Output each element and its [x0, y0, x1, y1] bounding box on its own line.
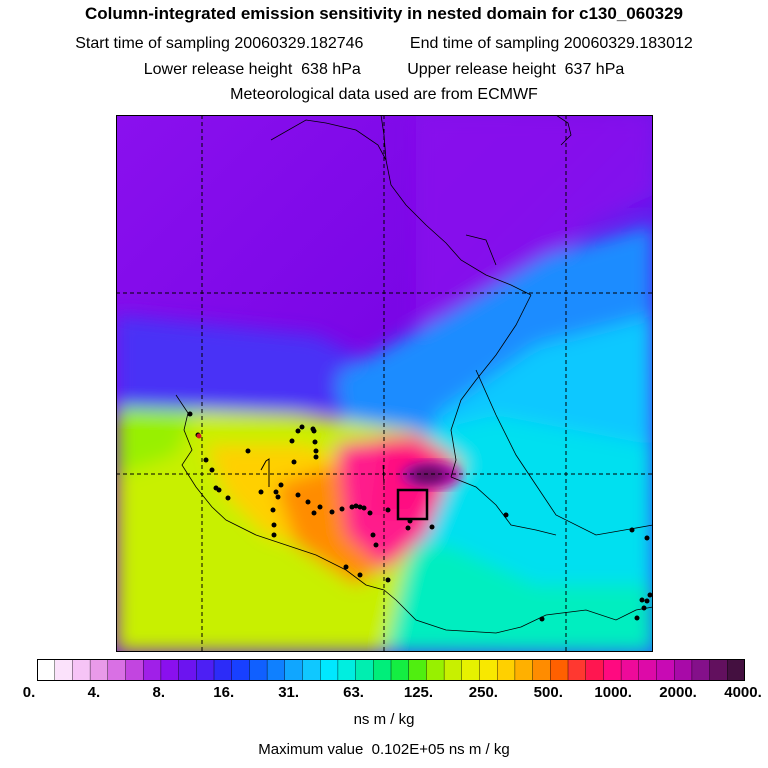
colorbar-cells	[37, 659, 745, 681]
upper-height-label: Upper release height	[407, 61, 556, 78]
colorbar-cell	[231, 659, 251, 681]
colorbar-cell	[550, 659, 569, 681]
lower-height-label: Lower release height	[143, 61, 293, 78]
lat-lon-grid	[116, 115, 653, 652]
colorbar-units: ns m / kg	[353, 711, 415, 728]
colorbar-cell	[443, 659, 463, 681]
colorbar-cell	[196, 659, 215, 681]
colorbar-cell	[142, 659, 162, 681]
colorbar-cell	[373, 659, 392, 681]
colorbar-tick-label: 8.	[152, 684, 166, 701]
emission-field	[116, 115, 653, 652]
upper-height-value: 637 hPa	[564, 61, 625, 78]
colorbar-tick-label: 16.	[213, 684, 235, 701]
colorbar-cell	[284, 659, 304, 681]
colorbar-cell	[497, 659, 516, 681]
colorbar-cell	[213, 659, 233, 681]
colorbar-tick-label: 2000.	[659, 684, 697, 701]
colorbar-cell	[638, 659, 658, 681]
colorbar-cell	[691, 659, 711, 681]
colorbar-cell	[320, 659, 339, 681]
colorbar-cell	[390, 659, 410, 681]
colorbar-cell	[89, 659, 109, 681]
colorbar-tick-label: 31.	[278, 684, 300, 701]
colorbar-cell	[37, 659, 56, 681]
colorbar-tick-label: 1000.	[594, 684, 632, 701]
lower-height-value: 638 hPa	[301, 61, 361, 78]
colorbar-cell	[461, 659, 481, 681]
colorbar-frame	[37, 659, 745, 681]
end-time-value: 20060329.183012	[563, 35, 693, 52]
start-time-label: Start time of sampling	[75, 35, 230, 52]
release-marker-1	[260, 458, 270, 487]
colorbar-cell	[408, 659, 428, 681]
colorbar-cell	[567, 659, 587, 681]
colorbar-cell	[603, 659, 622, 681]
colorbar-cell	[54, 659, 74, 681]
colorbar-cell	[620, 659, 640, 681]
colorbar-cell	[709, 659, 728, 681]
colorbar-cell	[426, 659, 445, 681]
colorbar	[37, 659, 745, 681]
colorbar-tick-label: 500.	[533, 684, 563, 701]
colorbar-cell	[532, 659, 552, 681]
sensitivity-map[interactable]	[116, 115, 653, 652]
colorbar-cell	[160, 659, 180, 681]
colorbar-tick-label: 125.	[403, 684, 434, 701]
met-data-note: Meteorological data used are from ECMWF	[230, 86, 538, 103]
colorbar-cell	[249, 659, 268, 681]
colorbar-cell	[337, 659, 357, 681]
release-box	[396, 488, 429, 521]
colorbar-cell	[479, 659, 498, 681]
colorbar-cell	[355, 659, 375, 681]
colorbar-cell	[178, 659, 198, 681]
colorbar-cell	[72, 659, 91, 681]
colorbar-cell	[302, 659, 321, 681]
end-time-label: End time of sampling	[409, 35, 560, 52]
colorbar-tick-label: 0.	[22, 684, 36, 701]
colorbar-cell	[727, 659, 745, 681]
start-time-value: 20060329.182746	[234, 35, 364, 52]
plot-title: Column-integrated emission sensitivity i…	[84, 4, 684, 23]
maximum-value-label: Maximum value	[258, 741, 364, 758]
map-frame	[116, 115, 653, 652]
maximum-value-number: 0.102E+05 ns m / kg	[371, 741, 510, 758]
colorbar-cell	[585, 659, 605, 681]
colorbar-tick-label: 63.	[343, 684, 364, 701]
colorbar-cell	[514, 659, 534, 681]
maximum-value: Maximum value 0.102E+05 ns m / kg	[0, 741, 768, 758]
red-station-dot	[196, 433, 202, 439]
sampling-times: Start time of sampling 20060329.182746 E…	[0, 35, 768, 53]
colorbar-cell	[266, 659, 286, 681]
colorbar-tick-label: 250.	[468, 684, 498, 701]
colorbar-cell	[125, 659, 144, 681]
colorbar-cell	[674, 659, 693, 681]
colorbar-cell	[656, 659, 675, 681]
colorbar-cell	[107, 659, 127, 681]
colorbar-tick-label: 4.	[87, 684, 101, 701]
colorbar-tick-label: 4000.	[724, 684, 762, 701]
release-heights: Lower release height 638 hPa Upper relea…	[0, 61, 768, 79]
